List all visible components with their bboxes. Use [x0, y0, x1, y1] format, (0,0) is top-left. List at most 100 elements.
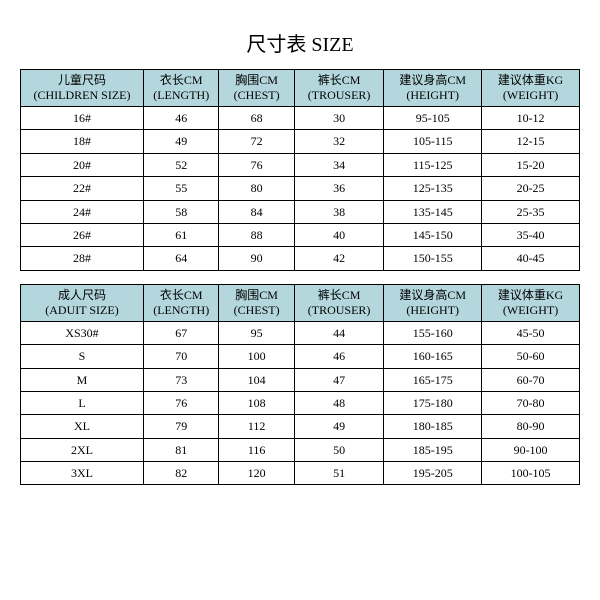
cell-weight: 90-100 [482, 438, 580, 461]
cell-height: 135-145 [384, 200, 482, 223]
cell-size: 26# [21, 223, 144, 246]
col-header-height-en: (HEIGHT) [386, 303, 479, 318]
cell-size: L [21, 391, 144, 414]
cell-chest: 84 [219, 200, 294, 223]
cell-size: XL [21, 415, 144, 438]
cell-length: 70 [143, 345, 218, 368]
cell-chest: 80 [219, 177, 294, 200]
cell-trouser: 47 [294, 368, 383, 391]
col-header-length-en: (LENGTH) [146, 88, 216, 103]
cell-height: 175-180 [384, 391, 482, 414]
col-header-chest-cn: 胸围CM [221, 73, 291, 88]
col-header-size-en: (CHILDREN SIZE) [23, 88, 141, 103]
col-header-size-cn: 儿童尺码 [23, 73, 141, 88]
col-header-length-cn: 衣长CM [146, 288, 216, 303]
col-header-chest-en: (CHEST) [221, 303, 291, 318]
cell-height: 160-165 [384, 345, 482, 368]
cell-height: 145-150 [384, 223, 482, 246]
cell-chest: 112 [219, 415, 294, 438]
cell-trouser: 34 [294, 153, 383, 176]
cell-length: 52 [143, 153, 218, 176]
col-header-length: 衣长CM(LENGTH) [143, 284, 218, 321]
col-header-size-en: (ADUIT SIZE) [23, 303, 141, 318]
col-header-size-cn: 成人尺码 [23, 288, 141, 303]
cell-chest: 88 [219, 223, 294, 246]
cell-trouser: 36 [294, 177, 383, 200]
cell-weight: 70-80 [482, 391, 580, 414]
cell-trouser: 42 [294, 247, 383, 270]
cell-chest: 120 [219, 462, 294, 485]
cell-size: S [21, 345, 144, 368]
col-header-trouser-en: (TROUSER) [297, 88, 381, 103]
cell-weight: 40-45 [482, 247, 580, 270]
cell-trouser: 30 [294, 107, 383, 130]
col-header-height: 建议身高CM(HEIGHT) [384, 284, 482, 321]
cell-length: 76 [143, 391, 218, 414]
col-header-weight-en: (WEIGHT) [484, 303, 577, 318]
cell-chest: 116 [219, 438, 294, 461]
table-row: 20#527634115-12515-20 [21, 153, 580, 176]
cell-length: 64 [143, 247, 218, 270]
size-table: 儿童尺码(CHILDREN SIZE)衣长CM(LENGTH)胸围CM(CHES… [20, 69, 580, 485]
cell-chest: 108 [219, 391, 294, 414]
cell-chest: 95 [219, 321, 294, 344]
table-row: M7310447165-17560-70 [21, 368, 580, 391]
col-header-chest-cn: 胸围CM [221, 288, 291, 303]
cell-length: 81 [143, 438, 218, 461]
table-row: 28#649042150-15540-45 [21, 247, 580, 270]
col-header-chest-en: (CHEST) [221, 88, 291, 103]
col-header-trouser: 裤长CM(TROUSER) [294, 70, 383, 107]
cell-trouser: 40 [294, 223, 383, 246]
col-header-trouser-cn: 裤长CM [297, 288, 381, 303]
cell-length: 61 [143, 223, 218, 246]
col-header-height: 建议身高CM(HEIGHT) [384, 70, 482, 107]
col-header-size: 成人尺码(ADUIT SIZE) [21, 284, 144, 321]
cell-height: 165-175 [384, 368, 482, 391]
cell-weight: 15-20 [482, 153, 580, 176]
cell-size: M [21, 368, 144, 391]
cell-length: 79 [143, 415, 218, 438]
cell-weight: 35-40 [482, 223, 580, 246]
table-row: 2XL8111650185-19590-100 [21, 438, 580, 461]
cell-chest: 100 [219, 345, 294, 368]
cell-height: 95-105 [384, 107, 482, 130]
col-header-length-en: (LENGTH) [146, 303, 216, 318]
page-title: 尺寸表 SIZE [246, 28, 353, 57]
table-row: L7610848175-18070-80 [21, 391, 580, 414]
table-row: 16#46683095-10510-12 [21, 107, 580, 130]
cell-weight: 20-25 [482, 177, 580, 200]
cell-chest: 72 [219, 130, 294, 153]
col-header-height-cn: 建议身高CM [386, 288, 479, 303]
cell-length: 73 [143, 368, 218, 391]
cell-chest: 104 [219, 368, 294, 391]
cell-chest: 76 [219, 153, 294, 176]
col-header-trouser-en: (TROUSER) [297, 303, 381, 318]
cell-trouser: 46 [294, 345, 383, 368]
cell-trouser: 38 [294, 200, 383, 223]
cell-weight: 60-70 [482, 368, 580, 391]
cell-size: 2XL [21, 438, 144, 461]
cell-height: 180-185 [384, 415, 482, 438]
cell-height: 195-205 [384, 462, 482, 485]
cell-weight: 45-50 [482, 321, 580, 344]
cell-chest: 68 [219, 107, 294, 130]
cell-size: 18# [21, 130, 144, 153]
cell-size: XS30# [21, 321, 144, 344]
cell-size: 22# [21, 177, 144, 200]
cell-length: 82 [143, 462, 218, 485]
table-row: 18#497232105-11512-15 [21, 130, 580, 153]
table-row: S7010046160-16550-60 [21, 345, 580, 368]
table-gap [21, 270, 580, 284]
cell-height: 150-155 [384, 247, 482, 270]
cell-size: 3XL [21, 462, 144, 485]
cell-trouser: 49 [294, 415, 383, 438]
col-header-length: 衣长CM(LENGTH) [143, 70, 218, 107]
col-header-weight-cn: 建议体重KG [484, 73, 577, 88]
table-row: 26#618840145-15035-40 [21, 223, 580, 246]
cell-chest: 90 [219, 247, 294, 270]
cell-weight: 25-35 [482, 200, 580, 223]
cell-length: 58 [143, 200, 218, 223]
col-header-weight-cn: 建议体重KG [484, 288, 577, 303]
cell-weight: 100-105 [482, 462, 580, 485]
cell-height: 125-135 [384, 177, 482, 200]
